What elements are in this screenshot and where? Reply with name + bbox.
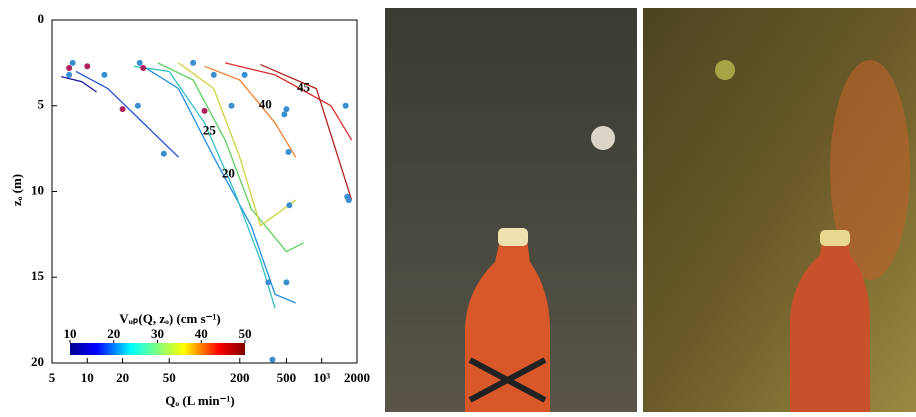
x-tick-label: 2000 <box>344 370 370 385</box>
data-point <box>281 111 287 117</box>
colorbar <box>70 343 245 355</box>
data-point <box>265 279 271 285</box>
data-point <box>66 65 72 71</box>
x-tick-label: 20 <box>116 370 129 385</box>
data-point <box>137 60 143 66</box>
figure: zₒ (m) Qₒ (L min⁻¹) 510205020050010³2000… <box>0 0 916 412</box>
data-point <box>161 151 167 157</box>
contour-line <box>61 77 96 92</box>
contour-label: 40 <box>259 97 272 112</box>
photo-right <box>643 8 916 412</box>
colorbar-tick-label: 40 <box>195 326 208 341</box>
data-point <box>190 60 196 66</box>
data-point <box>242 72 248 78</box>
contour-line <box>205 66 296 157</box>
x-tick-label: 500 <box>277 370 297 385</box>
data-point <box>343 103 349 109</box>
y-axis-label: zₒ (m) <box>9 174 24 206</box>
contour-label: 45 <box>297 80 311 95</box>
y-tick-label: 10 <box>31 182 44 197</box>
y-tick-label: 0 <box>38 11 45 26</box>
contour-label: 25 <box>203 122 217 137</box>
x-tick-label: 200 <box>230 370 250 385</box>
data-point <box>283 106 289 112</box>
x-tick-label: 5 <box>49 370 56 385</box>
colorbar-title: Vᵤₚ(Q, zₒ) (cm s⁻¹) <box>119 311 221 326</box>
x-axis-label: Qₒ (L min⁻¹) <box>165 393 234 408</box>
x-tick-label: 10³ <box>313 370 330 385</box>
data-point <box>101 72 107 78</box>
colorbar-tick-label: 50 <box>239 326 252 341</box>
y-tick-label: 20 <box>31 354 44 369</box>
data-point <box>229 103 235 109</box>
data-point <box>70 60 76 66</box>
data-point <box>135 103 141 109</box>
colorbar-tick-label: 20 <box>107 326 120 341</box>
page: zₒ (m) Qₒ (L min⁻¹) 510205020050010³2000… <box>0 0 916 412</box>
data-point <box>283 279 289 285</box>
data-point <box>344 194 350 200</box>
data-point <box>66 72 72 78</box>
data-point <box>202 108 208 114</box>
colorbar-tick-label: 30 <box>151 326 164 341</box>
contour-label: 20 <box>222 165 235 180</box>
x-tick-label: 10 <box>81 370 94 385</box>
contour-line <box>76 71 179 157</box>
y-tick-label: 5 <box>38 97 45 112</box>
data-point <box>120 106 126 112</box>
data-point <box>211 72 217 78</box>
data-point <box>140 65 146 71</box>
data-point <box>285 149 291 155</box>
photo-left <box>385 8 637 412</box>
colorbar-tick-label: 10 <box>64 326 77 341</box>
x-tick-label: 50 <box>163 370 176 385</box>
data-point <box>269 357 275 363</box>
y-tick-label: 15 <box>31 268 45 283</box>
data-point <box>84 63 90 69</box>
data-point <box>286 202 292 208</box>
